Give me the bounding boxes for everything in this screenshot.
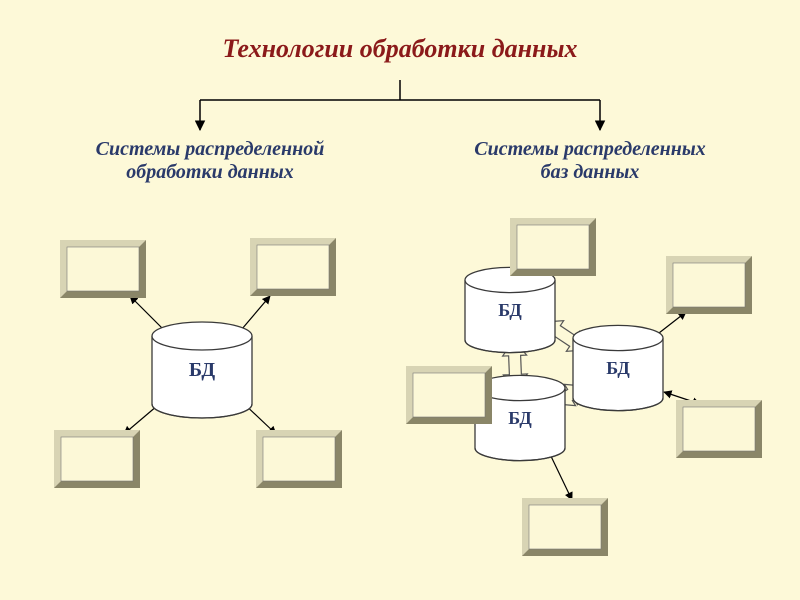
db-label: БД [475,408,565,429]
db-label: БД [573,358,663,379]
diagram-canvas [0,0,800,600]
db-label: БД [152,359,252,382]
db-label: БД [465,300,555,321]
